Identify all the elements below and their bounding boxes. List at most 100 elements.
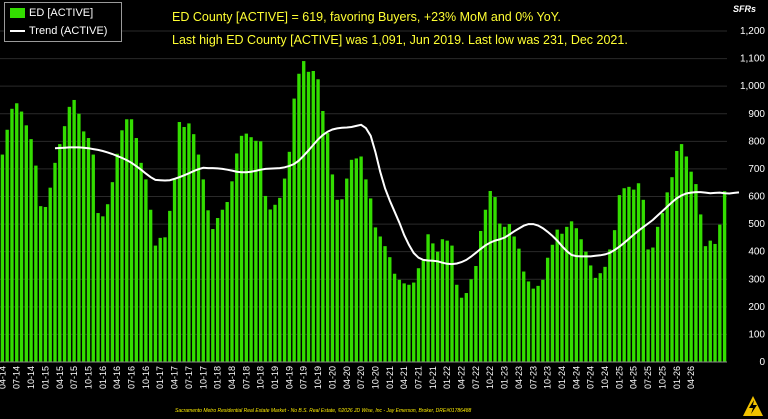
- bar: [646, 249, 650, 362]
- bar: [469, 279, 473, 362]
- bar: [82, 131, 86, 362]
- bar: [91, 154, 95, 362]
- lightning-bolt-icon: [743, 396, 763, 416]
- bar: [675, 150, 679, 362]
- x-tick-label: 01-25: [614, 366, 624, 389]
- y-tick-label: 600: [748, 192, 765, 203]
- bar: [550, 244, 555, 362]
- bar: [574, 228, 579, 362]
- bar: [239, 135, 244, 362]
- x-tick-label: 07-18: [241, 366, 251, 389]
- x-tick-label: 07-15: [69, 366, 79, 389]
- bar: [168, 210, 172, 362]
- x-tick-label: 04-23: [514, 366, 524, 389]
- legend: ED [ACTIVE] Trend (ACTIVE): [4, 2, 122, 42]
- bar: [665, 192, 669, 362]
- x-axis: 04-14 07-14 10-14 01-15 04-15 07-15 10-15 01-16…: [0, 361, 727, 389]
- bar: [144, 179, 148, 362]
- bar: [110, 182, 115, 362]
- bar: [364, 179, 368, 362]
- x-tick-label: 04-20: [342, 366, 352, 389]
- bar: [713, 243, 717, 362]
- bar: [579, 239, 583, 362]
- bar: [120, 130, 124, 362]
- bar: [5, 129, 9, 362]
- x-tick-label: 01-20: [327, 366, 337, 389]
- legend-swatch-bars: [10, 8, 25, 18]
- trend-line: [54, 123, 740, 266]
- bar: [196, 154, 201, 362]
- x-tick-label: 07-24: [586, 366, 596, 389]
- bar: [378, 236, 382, 362]
- bar: [689, 171, 693, 362]
- bar: [718, 224, 722, 362]
- bar: [24, 125, 28, 363]
- legend-label-trend: Trend (ACTIVE): [29, 25, 108, 37]
- bar: [311, 70, 315, 362]
- bar: [148, 209, 153, 362]
- bar: [498, 223, 502, 362]
- bar: [10, 108, 14, 362]
- bar: [684, 156, 689, 362]
- bar: [297, 73, 301, 363]
- bar: [440, 239, 445, 362]
- bar: [641, 199, 645, 362]
- bar: [215, 218, 220, 362]
- bar: [402, 283, 406, 362]
- bar: [531, 288, 535, 362]
- bar: [412, 282, 416, 362]
- bar: [369, 198, 373, 362]
- bar: [153, 245, 158, 362]
- bar: [670, 177, 674, 362]
- bar: [254, 140, 258, 362]
- x-tick-label: 10-23: [543, 366, 553, 389]
- x-tick-label: 04-17: [170, 366, 180, 389]
- x-tick-label: 10-16: [141, 366, 151, 389]
- x-tick-label: 10-24: [600, 366, 610, 389]
- x-tick-label: 10-15: [84, 366, 94, 389]
- bar: [177, 122, 182, 363]
- bar: [292, 98, 296, 363]
- bar: [316, 79, 320, 362]
- bar: [651, 247, 655, 362]
- x-tick-label: 04-22: [457, 366, 467, 389]
- y-axis: 0 100 200 300 400 500 600 700 800 900 1,000 1,100 1,…: [740, 26, 765, 368]
- bar: [459, 297, 464, 362]
- bar: [569, 221, 574, 362]
- bar: [488, 190, 492, 362]
- x-tick-label: 01-15: [40, 366, 50, 389]
- bar: [517, 248, 521, 362]
- x-tick-label: 01-16: [98, 366, 108, 389]
- y-tick-label: 200: [748, 302, 765, 313]
- bar: [435, 251, 440, 362]
- x-tick-label: 07-22: [471, 366, 481, 389]
- x-tick-label: 07-23: [528, 366, 538, 389]
- x-tick-label: 01-26: [672, 366, 682, 389]
- x-tick-label: 04-21: [399, 366, 409, 389]
- bar: [512, 236, 516, 362]
- unit-label: SFRs: [732, 4, 756, 14]
- y-tick-label: 100: [748, 329, 765, 340]
- bar: [565, 226, 569, 362]
- bar: [115, 153, 119, 362]
- bar: [278, 197, 282, 362]
- bar: [397, 279, 402, 362]
- x-tick-label: 07-14: [12, 366, 22, 389]
- bar: [608, 249, 612, 362]
- bar: [421, 260, 425, 362]
- y-tick-label: 700: [748, 164, 765, 175]
- bar: [53, 162, 57, 362]
- bar: [627, 186, 631, 362]
- bar: [187, 123, 191, 362]
- bar-series: [0, 61, 727, 363]
- bar: [541, 279, 545, 362]
- legend-item-bars: ED [ACTIVE]: [10, 5, 93, 21]
- bar: [62, 126, 67, 362]
- footer-credit: Sacramento Metro Residential Real Estate…: [175, 408, 472, 414]
- bar: [15, 103, 19, 362]
- y-tick-label: 1,100: [740, 54, 765, 65]
- x-tick-label: 07-21: [414, 366, 424, 389]
- bar: [72, 99, 76, 362]
- bar: [622, 188, 626, 362]
